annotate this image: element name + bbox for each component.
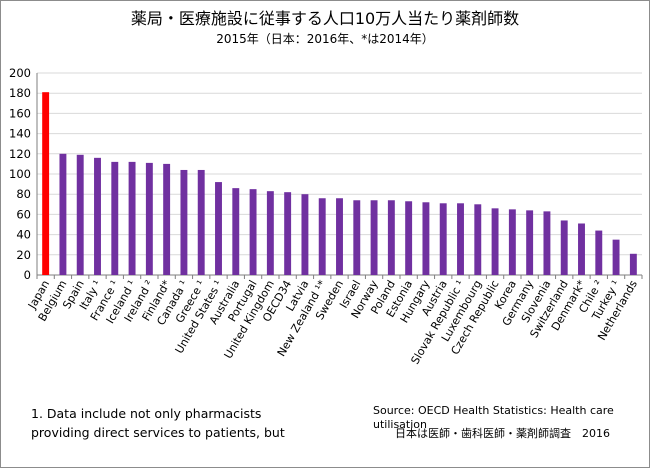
y-tick-label: 100 <box>9 167 31 181</box>
footnote: 1. Data include not only pharmacists pro… <box>31 404 285 442</box>
bar <box>59 153 67 275</box>
japan-source-text: 日本は医師・歯科医師・薬剤師調査 2016 <box>395 427 610 440</box>
bar <box>543 211 551 275</box>
bar <box>474 204 482 275</box>
bar-chart: 020406080100120140160180200JapanBelgiumS… <box>9 66 643 367</box>
bar <box>629 253 637 275</box>
bar <box>111 161 119 275</box>
y-tick-label: 0 <box>24 268 31 282</box>
bar <box>422 202 430 275</box>
y-tick-label: 60 <box>16 207 31 221</box>
bar <box>180 169 188 275</box>
chart-subtitle: 2015年（日本：2016年、*は2014年） <box>216 32 434 46</box>
y-tick-label: 20 <box>16 248 31 262</box>
bar <box>215 182 222 275</box>
bar <box>439 203 447 275</box>
bar <box>128 161 136 275</box>
bar <box>284 192 292 275</box>
footnote-line-2: providing direct services to patients, b… <box>31 425 285 440</box>
bar <box>612 239 620 275</box>
bar <box>318 198 326 275</box>
bar <box>249 189 257 275</box>
bar <box>266 191 274 275</box>
y-tick-label: 120 <box>9 147 31 161</box>
y-tick-label: 180 <box>9 86 31 100</box>
bar <box>301 194 309 275</box>
bar <box>76 154 84 275</box>
y-tick-label: 160 <box>9 106 31 120</box>
bar <box>491 208 499 275</box>
bar <box>336 198 343 275</box>
bar <box>560 220 568 275</box>
bar <box>197 169 205 275</box>
source-text: Source: OECD Health Statistics: Health c… <box>373 404 614 431</box>
bar <box>595 230 603 275</box>
y-tick-label: 40 <box>16 228 31 242</box>
y-tick-label: 140 <box>9 127 31 141</box>
bar <box>232 188 240 275</box>
footnote-line-1: 1. Data include not only pharmacists <box>31 406 262 421</box>
bar <box>508 209 516 275</box>
chart-title: 薬局・医療施設に従事する人口10万人当たり薬剤師数 <box>130 9 520 28</box>
bar <box>145 162 153 275</box>
bar <box>94 157 101 275</box>
bar <box>353 200 361 275</box>
bar <box>163 163 171 275</box>
bar <box>42 92 50 275</box>
bar <box>578 223 585 275</box>
y-tick-label: 80 <box>16 187 31 201</box>
bar <box>370 200 378 275</box>
bar <box>387 200 395 275</box>
y-tick-label: 200 <box>9 66 31 80</box>
bar <box>405 201 413 275</box>
bar <box>526 210 534 275</box>
bar <box>457 203 464 275</box>
